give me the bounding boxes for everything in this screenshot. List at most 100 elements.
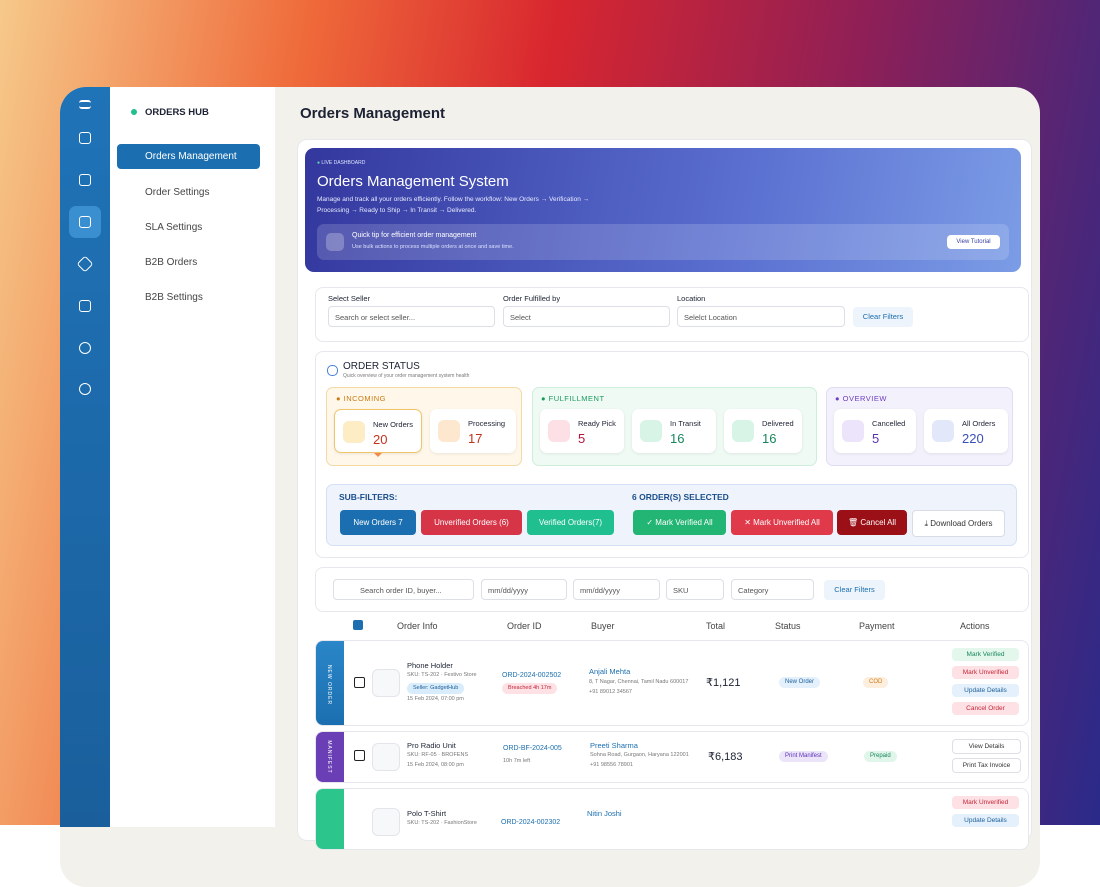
subfilter-button[interactable]: Unverified Orders (6) [421, 510, 522, 535]
bulk-action[interactable]: 🗑 Cancel All [837, 510, 907, 535]
buyer-name: Anjali Mehta [589, 667, 630, 676]
bulk-action[interactable]: ⤓ Download Orders [912, 510, 1005, 537]
brand: ORDERS HUB [145, 107, 209, 118]
status-dot [131, 109, 137, 115]
column-header: Actions [960, 621, 990, 631]
stat-value: 17 [468, 431, 482, 446]
payment-pill: COD [863, 677, 888, 688]
row-action[interactable]: View Details [952, 739, 1021, 754]
banner-description: Manage and track all your orders efficie… [317, 194, 607, 216]
column-header: Order ID [507, 621, 542, 631]
nav-item[interactable]: B2B Orders [145, 257, 197, 268]
stat-label: In Transit [670, 419, 701, 428]
order-row [315, 788, 1029, 850]
clear-filters[interactable]: Clear Filters [824, 580, 885, 600]
product-image [372, 743, 400, 771]
stat-value: 16 [670, 431, 684, 446]
order-id[interactable]: ORD-2024-002502 [502, 672, 561, 679]
date-input[interactable]: mm/dd/yyyy [481, 579, 567, 600]
sidebar [110, 87, 275, 827]
column-header: Status [775, 621, 801, 631]
buyer-phone: +91 89012 34567 [589, 689, 632, 695]
clear-filters[interactable]: Clear Filters [853, 307, 913, 327]
stat-card[interactable]: In Transit 16 [632, 409, 716, 453]
subfilter-button[interactable]: Verified Orders(7) [527, 510, 614, 535]
order-total: ₹6,183 [708, 750, 743, 763]
filter-label: Location [677, 294, 705, 303]
buyer-address: Sohna Road, Gurgaon, Haryana 122001 [590, 752, 689, 758]
status-title: ORDER STATUS [343, 361, 420, 372]
stat-label: New Orders [373, 420, 413, 429]
group-label: FULFILLMENT [549, 394, 605, 403]
stat-label: Cancelled [872, 419, 905, 428]
order-id[interactable]: ORD-BF-2024-005 [503, 745, 562, 752]
row-action[interactable]: Mark Verified [952, 648, 1019, 661]
pointer [374, 453, 382, 461]
category-select[interactable]: Category [731, 579, 814, 600]
tip-box [317, 224, 1009, 260]
sku: SKU: RF-05 · BROFENS [407, 752, 468, 758]
select-all[interactable] [353, 620, 363, 630]
sku: SKU: TS-202 · FashionStore [407, 820, 477, 826]
bulk-action-label: Mark Verified All [655, 518, 712, 527]
row-action[interactable]: Mark Unverified [952, 666, 1019, 679]
product-name: Phone Holder [407, 661, 453, 670]
group-name: ● FULFILLMENT [541, 394, 605, 403]
page-title: Orders Management [300, 105, 445, 122]
tip-title: Quick tip for efficient order management [352, 232, 476, 239]
bulk-action-label: Cancel All [860, 518, 896, 527]
row-action[interactable]: Cancel Order [952, 702, 1019, 715]
filter-label: Select Seller [328, 294, 370, 303]
column-header: Buyer [591, 621, 615, 631]
bulk-action[interactable]: ✓ Mark Verified All [633, 510, 726, 535]
row-action[interactable]: Update Details [952, 814, 1019, 827]
selected-count: 6 ORDER(S) SELECTED [632, 492, 729, 502]
bulk-action-label: Mark Unverified All [753, 518, 820, 527]
row-action[interactable]: Mark Unverified [952, 796, 1019, 809]
status-pill: New Order [779, 677, 820, 688]
buyer-address: 8, T Nagar, Chennai, Tamil Nadu 600017 [589, 679, 688, 685]
product-name: Polo T-Shirt [407, 809, 446, 818]
icon-rail [60, 87, 110, 827]
date-input[interactable]: mm/dd/yyyy [573, 579, 660, 600]
row-action[interactable]: Update Details [952, 684, 1019, 697]
nav-item[interactable]: Orders Management [145, 151, 237, 162]
location-select[interactable]: Selelct Location [677, 306, 845, 327]
seller-tag: Seller: GadgetHub [407, 683, 464, 694]
search-input[interactable]: Search order ID, buyer... [333, 579, 474, 600]
sku-select[interactable]: SKU [666, 579, 724, 600]
row-action[interactable]: Print Tax Invoice [952, 758, 1021, 773]
product-name: Pro Radio Unit [407, 741, 456, 750]
nav-item[interactable]: Order Settings [145, 187, 209, 198]
filter-label: Order Fulfilled by [503, 294, 560, 303]
bulk-action[interactable]: ✕ Mark Unverified All [731, 510, 833, 535]
row-checkbox[interactable] [354, 750, 365, 761]
tutorial-button[interactable]: View Tutorial [947, 235, 1000, 249]
order-date: 15 Feb 2024, 08:00 pm [407, 762, 464, 768]
subfilter-button[interactable]: New Orders 7 [340, 510, 416, 535]
subfilter-label: SUB-FILTERS: [339, 492, 397, 502]
seller-select[interactable]: Search or select seller... [328, 306, 495, 327]
row-checkbox[interactable] [354, 677, 365, 688]
nav-item[interactable]: B2B Settings [145, 292, 203, 303]
stat-value: 16 [762, 431, 776, 446]
column-header: Total [706, 621, 725, 631]
badge-text: LIVE DASHBOARD [321, 160, 365, 166]
nav-item[interactable]: SLA Settings [145, 222, 202, 233]
column-header: Payment [859, 621, 895, 631]
column-header: Order Info [397, 621, 438, 631]
group-label: OVERVIEW [843, 394, 887, 403]
buyer-name: Preeti Sharma [590, 741, 638, 750]
fulfilled-select[interactable]: Select [503, 306, 670, 327]
sla-badge: Breached 4h 17m [502, 683, 557, 694]
stage-label: MANIFEST [326, 740, 332, 773]
tip-icon [326, 233, 344, 251]
stat-value: 220 [962, 431, 984, 446]
sku: SKU: TS-202 · Festivo Store [407, 672, 477, 678]
